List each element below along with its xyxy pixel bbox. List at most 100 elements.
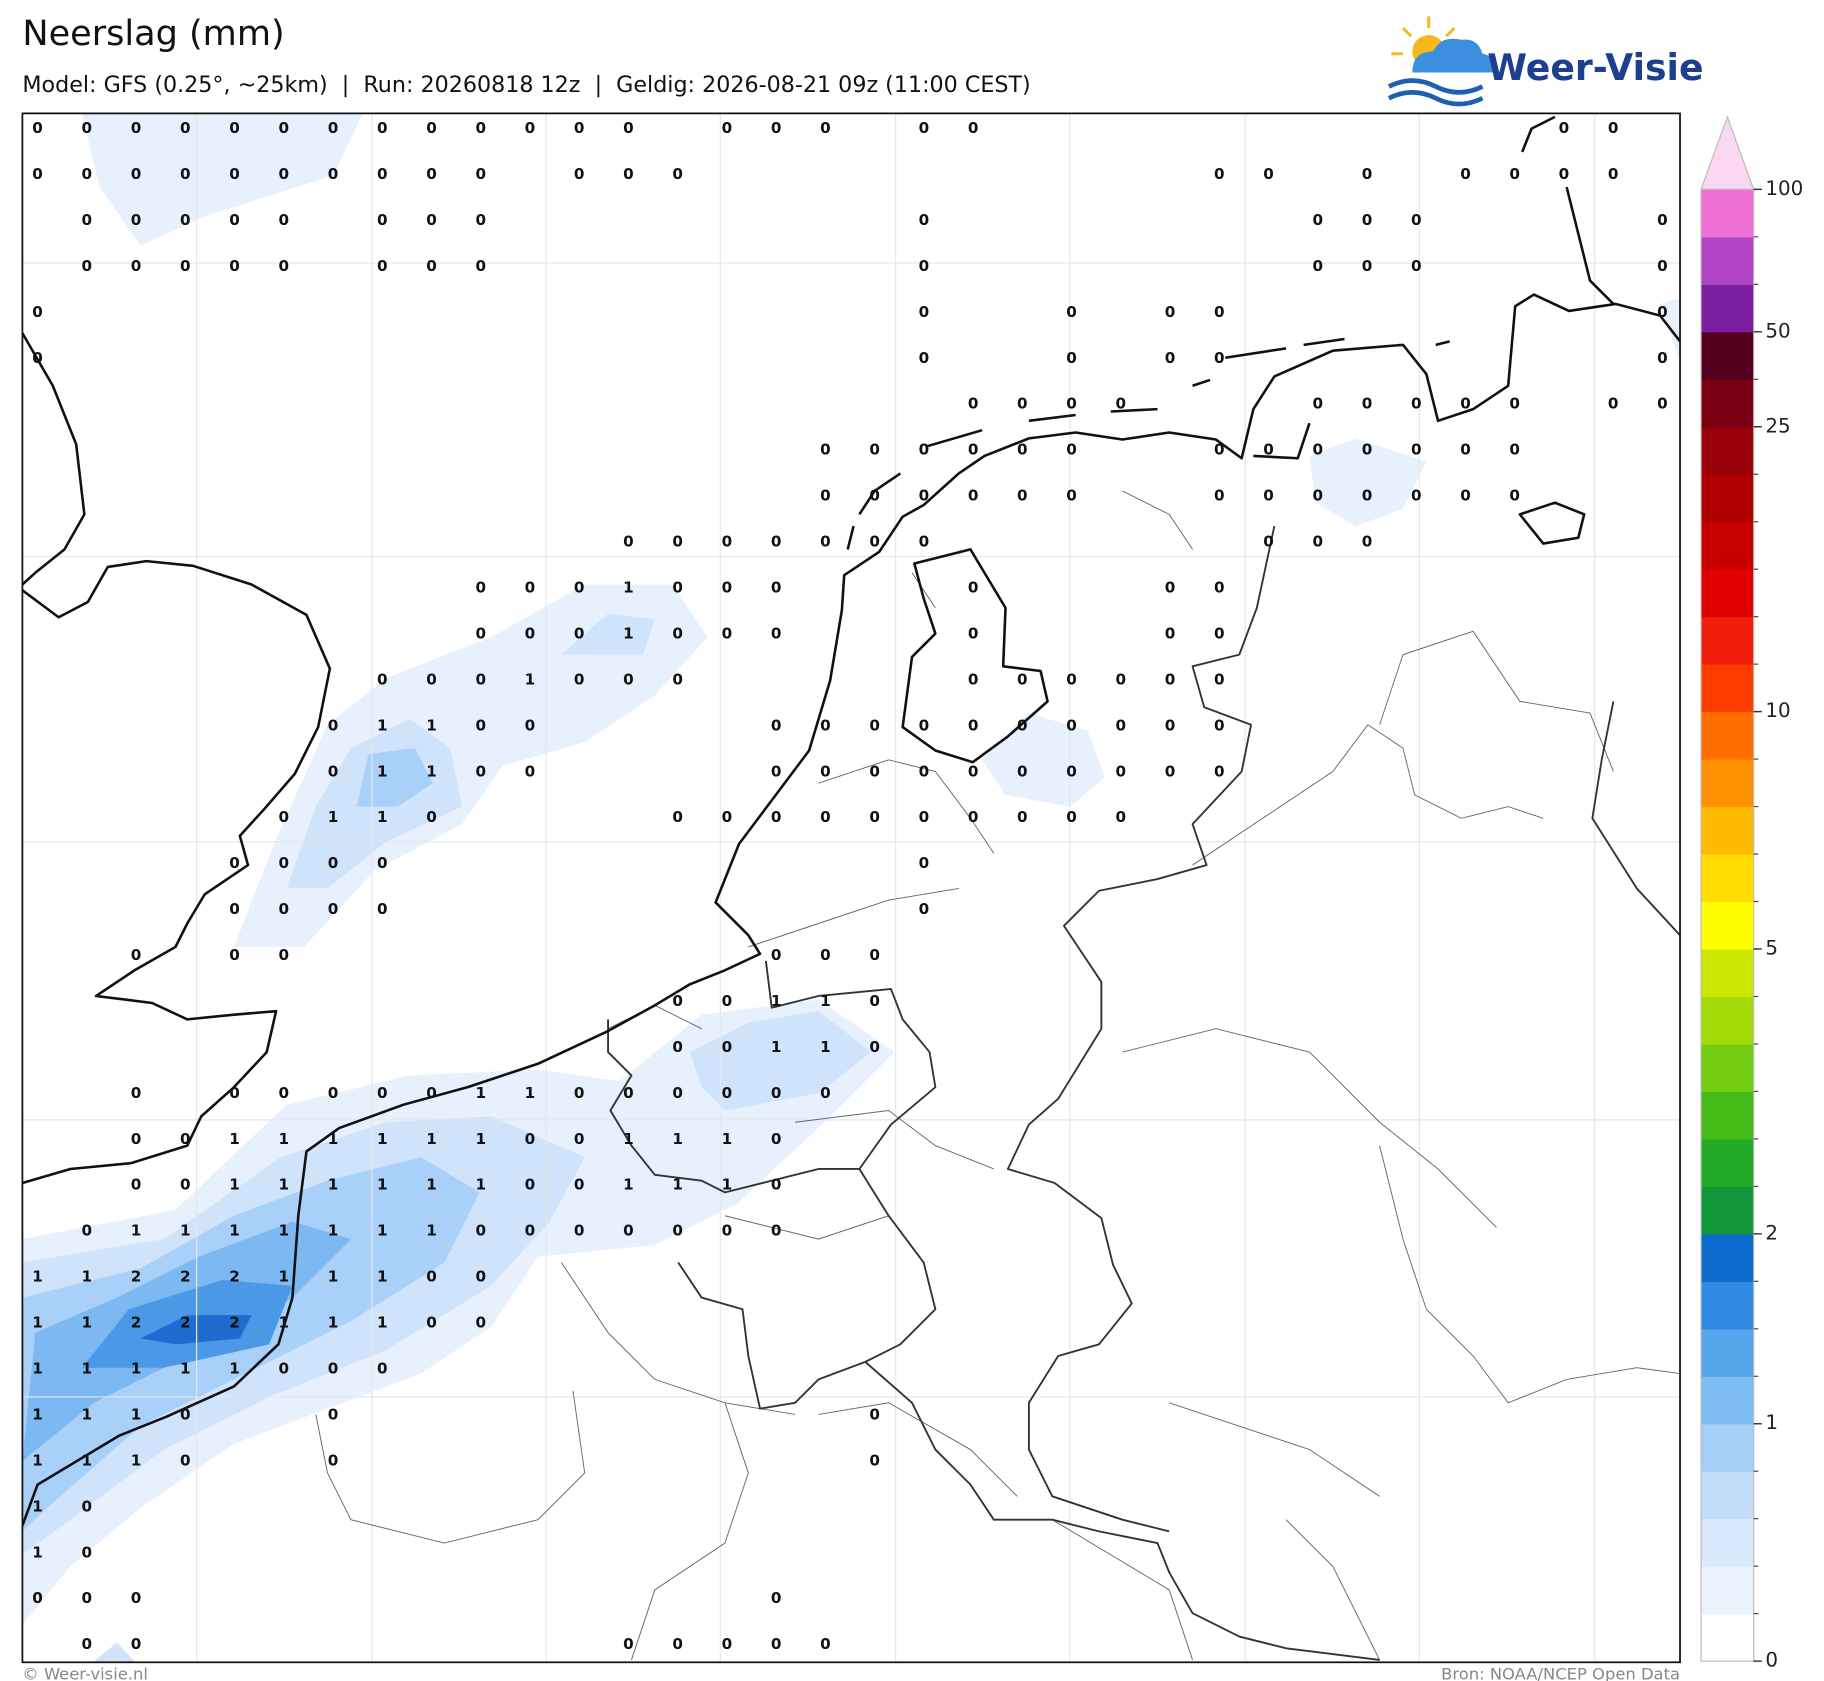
precip-value: 1 [131,1405,142,1423]
colorbar-swatch [1701,521,1754,570]
precip-value: 1 [623,1176,634,1194]
precip-value: 0 [1066,395,1077,413]
precip-value: 0 [1214,624,1225,642]
precip-value: 1 [328,1314,339,1332]
precip-value: 0 [1411,487,1422,505]
precip-value: 1 [82,1451,93,1469]
precip-value: 0 [1165,670,1176,688]
precip-value: 0 [1362,211,1373,229]
precip-values: 0 0 0 0 0 0 0 0 0 0 0 0 0 0 0 0 0 0 0 0 0 0 0 0 0 0 0 0 0 0 0 0 0 0 0 0 0 0 0 0… [32,119,1667,1653]
precip-value: 0 [475,762,486,780]
colorbar-swatch [1701,474,1754,523]
precip-value: 0 [771,762,782,780]
precip-value: 0 [82,1543,93,1561]
precip-value: 0 [377,1084,388,1102]
precip-value: 0 [1066,716,1077,734]
precip-value: 0 [722,992,733,1010]
precip-value: 0 [328,1084,339,1102]
precip-value: 0 [328,762,339,780]
precip-value: 0 [1165,578,1176,596]
precip-value: 0 [1116,716,1127,734]
precip-value: 0 [1460,441,1471,459]
colorbar-swatch [1701,426,1754,475]
precip-value: 0 [919,303,930,321]
precip-value: 0 [919,119,930,137]
precip-value: 0 [771,716,782,734]
colorbar-swatch [1701,996,1754,1045]
precip-value: 0 [278,165,289,183]
precip-value: 0 [1312,441,1323,459]
precip-value: 1 [623,624,634,642]
precip-value: 0 [1165,303,1176,321]
precip-value: 0 [672,808,683,826]
precip-value: 1 [278,1130,289,1148]
precip-value: 0 [82,211,93,229]
precip-value: 0 [869,808,880,826]
precip-value: 2 [229,1314,240,1332]
precip-value: 0 [1657,303,1668,321]
precip-value: 0 [672,670,683,688]
precip-value: 0 [574,119,585,137]
precip-value: 1 [623,1130,634,1148]
precip-value: 2 [180,1314,191,1332]
precip-value: 0 [1165,349,1176,367]
precip-value: 0 [672,1222,683,1240]
precip-value: 0 [1214,349,1225,367]
precip-value: 0 [574,670,585,688]
precip-value: 0 [771,1084,782,1102]
precip-value: 0 [574,624,585,642]
colorbar-extend [1700,115,1755,190]
colorbar-swatch [1701,1566,1754,1615]
precip-value: 0 [426,165,437,183]
precip-value: 1 [426,1176,437,1194]
precip-value: 1 [328,1130,339,1148]
footer-left: © Weer-visie.nl [22,1665,148,1681]
precip-value: 0 [180,1130,191,1148]
precip-value: 1 [32,1405,43,1423]
precip-value: 0 [525,716,536,734]
precip-value: 1 [229,1222,240,1240]
subtitle: Model: GFS (0.25°, ~25km) | Run: 2026081… [22,72,1030,98]
precip-value: 0 [328,1359,339,1377]
colorbar-label: 50 [1765,319,1790,342]
precip-value: 0 [1066,762,1077,780]
precip-value: 0 [32,119,43,137]
precip-value: 1 [32,1268,43,1286]
colorbar-label: 1 [1765,1411,1778,1434]
precip-value: 0 [131,165,142,183]
colorbar-swatch [1701,1613,1754,1662]
precip-value: 1 [377,762,388,780]
precip-value: 0 [672,1635,683,1653]
colorbar-frame [1700,188,1755,1662]
precip-value: 0 [1017,762,1028,780]
colorbar-label: 10 [1765,699,1790,722]
colorbar-swatch [1701,948,1754,998]
precip-value: 0 [869,487,880,505]
precip-value: 0 [82,119,93,137]
precip-value: 1 [525,1084,536,1102]
precip-value: 0 [426,257,437,275]
precip-value: 0 [1214,165,1225,183]
precip-value: 0 [820,808,831,826]
precip-value: 1 [377,1176,388,1194]
precip-value: 0 [771,808,782,826]
logo-text: Weer-Visie [1487,46,1703,89]
precip-value: 0 [869,1038,880,1056]
precip-value: 0 [1362,395,1373,413]
precip-value: 0 [722,1038,733,1056]
precip-value: 0 [869,946,880,964]
precip-value: 0 [180,1451,191,1469]
precip-value: 1 [426,1222,437,1240]
precip-value: 1 [32,1359,43,1377]
precip-value: 0 [1312,487,1323,505]
precip-value: 0 [475,716,486,734]
colorbar-swatch [1701,1233,1754,1282]
colorbar-swatch [1701,1423,1754,1472]
precip-value: 1 [180,1222,191,1240]
precip-value: 0 [869,992,880,1010]
precip-value: 0 [771,1130,782,1148]
precip-value: 0 [82,1497,93,1515]
map-frame [21,112,1681,1664]
map: 0 0 0 0 0 0 0 0 0 0 0 0 0 0 0 0 0 0 0 0 0 0 0 0 0 0 0 0 0 0 0 0 0 0 0 0 0 0 0 0… [22,113,1681,1663]
precip-value: 0 [919,808,930,826]
